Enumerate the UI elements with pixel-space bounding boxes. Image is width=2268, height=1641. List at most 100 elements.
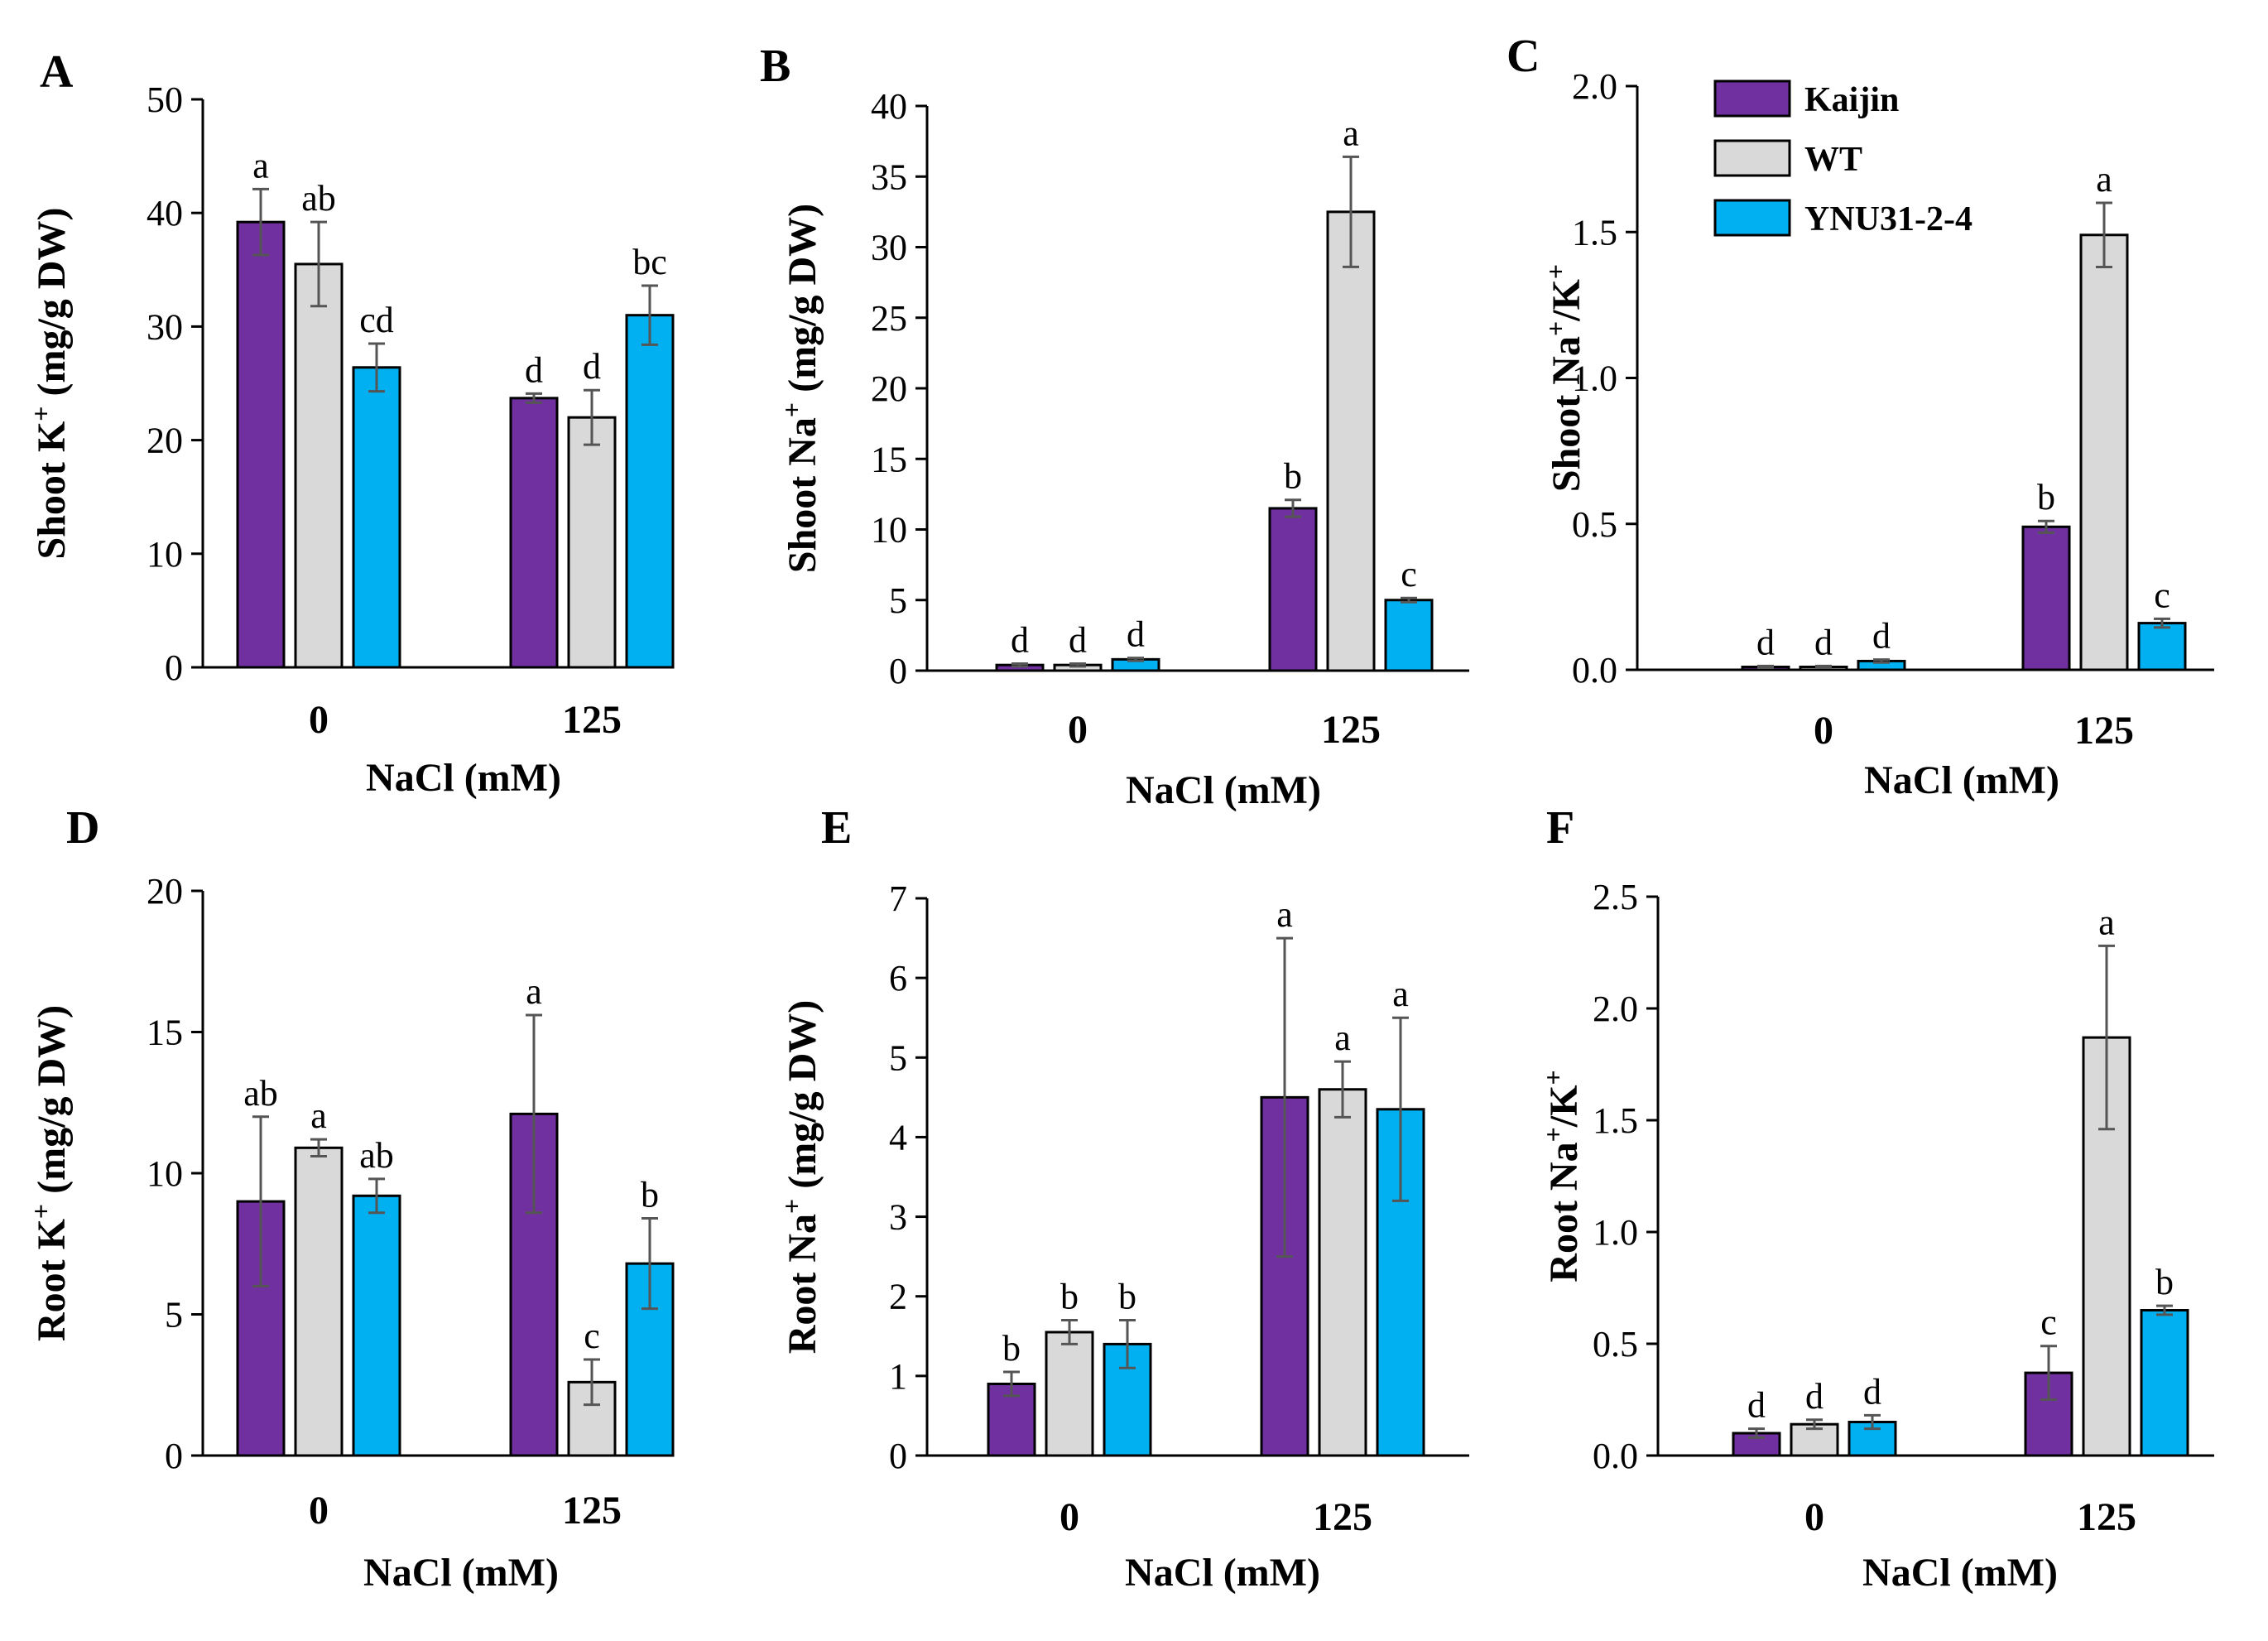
- y-tick-label: 2.0: [1593, 989, 1638, 1029]
- panel-letter: C: [1506, 31, 1540, 82]
- significance-letter: ab: [359, 1135, 394, 1176]
- y-tick-label: 0.0: [1572, 650, 1617, 691]
- bar-ynu31-2-4: [352, 366, 401, 669]
- x-category-label: 125: [1321, 708, 1381, 752]
- significance-letter: c: [584, 1316, 600, 1356]
- bar-wt: [1318, 1088, 1367, 1457]
- y-tick-label: 40: [147, 193, 183, 233]
- significance-letter: a: [310, 1095, 327, 1136]
- y-axis-title: Root K+ (mg/g DW): [26, 1005, 74, 1341]
- bar-ynu31-2-4: [2137, 622, 2187, 671]
- panel-letter: A: [40, 46, 74, 98]
- significance-letter: a: [2098, 902, 2115, 942]
- x-category-label: 125: [562, 698, 622, 742]
- y-axis-title: Shoot K+ (mg/g DW): [26, 208, 74, 560]
- significance-letter: b: [1284, 456, 1302, 497]
- panel-B: B 0 5 10 15 20 25 30 35 40 Shoot Na+ (mg/g DW) 0 125…: [760, 41, 1469, 812]
- y-tick-label: 30: [871, 228, 907, 268]
- significance-letter: a: [2096, 159, 2112, 200]
- y-tick-label: 10: [147, 534, 183, 575]
- y-tick-label: 25: [871, 298, 907, 339]
- legend-label: WT: [1804, 141, 1862, 179]
- y-tick-label: 3: [889, 1197, 907, 1238]
- significance-letter: c: [1401, 554, 1417, 594]
- x-category-label: 125: [1313, 1495, 1372, 1539]
- bar-wt: [294, 1146, 344, 1457]
- y-tick-label: 7: [889, 878, 907, 919]
- significance-letter: a: [1392, 974, 1409, 1014]
- y-axis-title: Shoot Na+/K+: [1540, 264, 1588, 492]
- significance-letter: d: [1069, 619, 1087, 660]
- y-axis-title: Root Na+ (mg/g DW): [776, 1000, 824, 1355]
- significance-letter: a: [252, 145, 269, 185]
- y-tick-label: 10: [871, 510, 907, 551]
- x-axis-title: NaCl (mM): [1125, 1551, 1320, 1595]
- y-tick-label: 6: [889, 958, 907, 999]
- significance-letter: c: [2154, 575, 2170, 615]
- significance-letter: ab: [301, 178, 336, 219]
- y-axis-title: Root Na+/K+: [1538, 1070, 1586, 1282]
- bar-ynu31-2-4: [1384, 599, 1434, 672]
- y-tick-label: 2.5: [1593, 877, 1638, 917]
- bar-kaijin: [509, 397, 559, 669]
- significance-letter: d: [1011, 619, 1029, 660]
- bar-wt: [567, 416, 617, 669]
- panel-letter: E: [821, 802, 852, 854]
- y-tick-label: 20: [147, 421, 183, 461]
- y-tick-label: 20: [871, 368, 907, 409]
- legend-swatch: [1713, 79, 1791, 118]
- significance-letter: b: [2155, 1262, 2174, 1302]
- y-tick-label: 0: [165, 647, 183, 688]
- y-tick-label: 10: [147, 1153, 183, 1194]
- y-tick-label: 2.0: [1572, 66, 1617, 107]
- panel-C: C 0.0 0.5 1.0 1.5 2.0 Shoot Na+/K+ 0 125 NaCl (mM…: [1506, 31, 2214, 802]
- x-axis-title: NaCl (mM): [1864, 758, 2059, 802]
- significance-letter: b: [2037, 477, 2055, 517]
- significance-letter: a: [1276, 894, 1293, 935]
- significance-letter: d: [525, 349, 543, 390]
- y-tick-label: 1.5: [1593, 1100, 1638, 1141]
- y-tick-label: 5: [165, 1295, 183, 1335]
- x-axis-title: NaCl (mM): [363, 1551, 559, 1595]
- y-tick-label: 1.5: [1572, 212, 1617, 253]
- bar-ynu31-2-4: [2140, 1309, 2189, 1457]
- significance-letter: b: [1060, 1277, 1079, 1317]
- significance-letter: bc: [632, 242, 667, 282]
- panel-E: E 0 1 2 3 4 5 6 7 Root Na+ (mg/g DW) 0 125 NaCl (mM)…: [776, 802, 1469, 1595]
- y-tick-label: 5: [889, 1037, 907, 1078]
- legend-label: Kaijin: [1804, 81, 1899, 119]
- significance-letter: d: [1814, 622, 1833, 662]
- bar-kaijin: [2021, 525, 2071, 671]
- y-tick-label: 15: [147, 1013, 183, 1053]
- y-tick-label: 0: [889, 1436, 907, 1476]
- y-axis-title: Shoot Na+ (mg/g DW): [776, 204, 824, 573]
- bar-ynu31-2-4: [352, 1194, 401, 1457]
- panel-F: F 0.0 0.5 1.0 1.5 2.0 2.5 Root Na+/K+ 0 125 NaCl (…: [1538, 802, 2214, 1595]
- x-category-label: 0: [1068, 708, 1088, 752]
- significance-letter: d: [1872, 616, 1891, 657]
- bar-kaijin: [509, 1112, 559, 1457]
- significance-letter: b: [1118, 1277, 1136, 1317]
- x-category-label: 125: [562, 1489, 622, 1533]
- significance-letter: a: [526, 971, 542, 1012]
- panel-letter: D: [66, 802, 99, 854]
- significance-letter: d: [1127, 614, 1145, 655]
- y-tick-label: 0.5: [1593, 1324, 1638, 1364]
- x-axis-title: NaCl (mM): [366, 756, 561, 800]
- y-tick-label: 0.5: [1572, 504, 1617, 545]
- y-tick-label: 40: [871, 86, 907, 127]
- bar-ynu31-2-4: [625, 314, 675, 669]
- bar-wt: [1045, 1331, 1094, 1457]
- significance-letter: a: [1334, 1018, 1351, 1058]
- y-tick-label: 20: [147, 871, 183, 912]
- significance-letter: a: [1343, 113, 1359, 153]
- y-tick-label: 4: [889, 1117, 907, 1157]
- significance-letter: ab: [243, 1073, 278, 1114]
- bar-kaijin: [1732, 1432, 1781, 1457]
- significance-letter: d: [583, 346, 601, 387]
- legend-label: YNU31-2-4: [1804, 200, 1972, 238]
- y-tick-label: 1: [889, 1356, 907, 1397]
